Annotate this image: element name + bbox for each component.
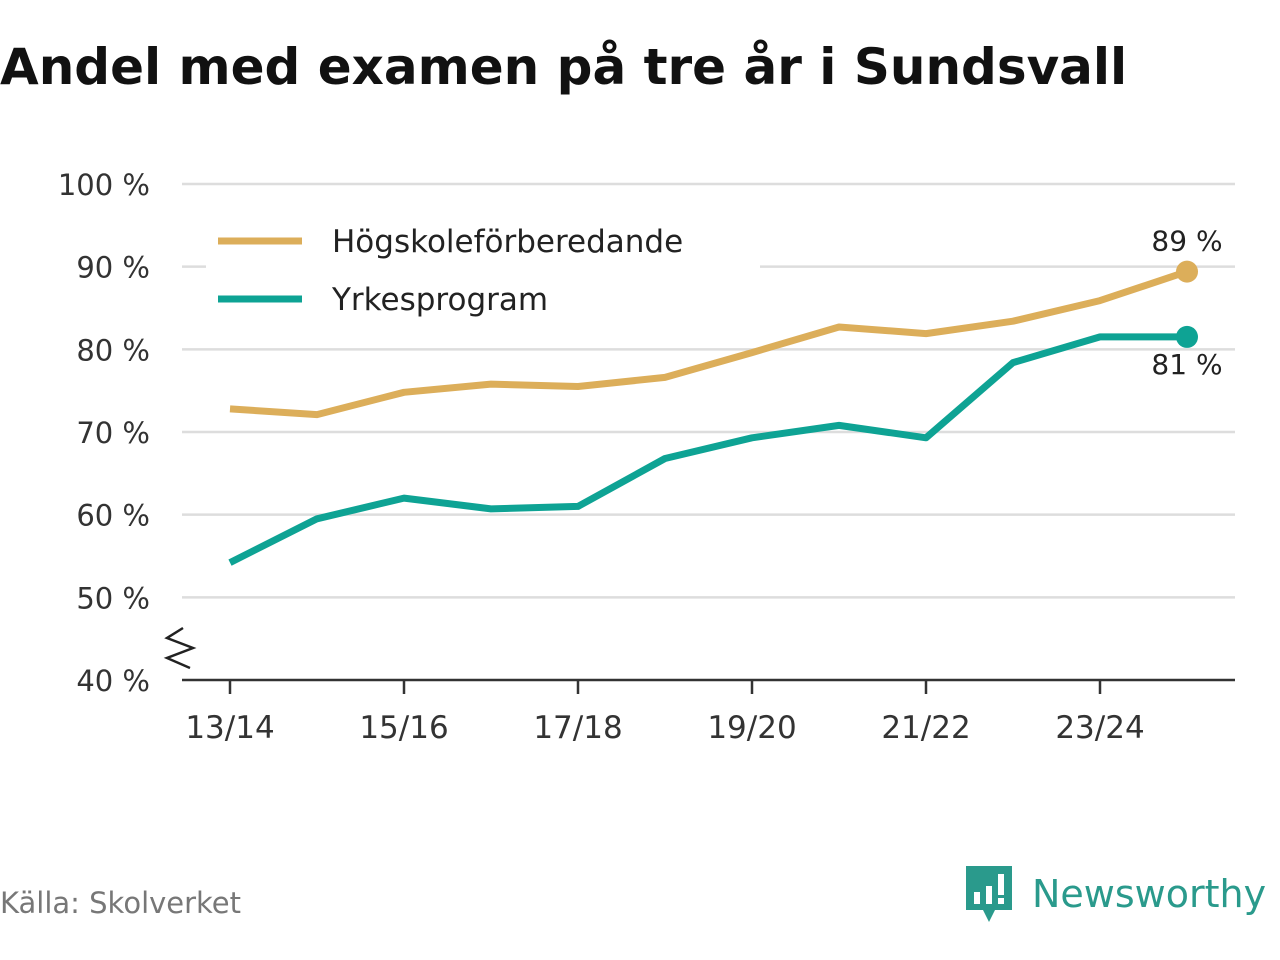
source-note: Källa: Skolverket [0, 886, 242, 920]
x-tick-label: 15/16 [359, 710, 448, 746]
end-value-label: 81 % [1151, 348, 1222, 381]
gridlines [182, 182, 1235, 599]
brand-name: Newsworthy [1032, 872, 1267, 916]
y-tick-label: 60 % [76, 499, 150, 533]
x-tick-label: 23/24 [1055, 710, 1144, 746]
series-line [228, 333, 1187, 566]
y-axis: 40 % 50 % 60 % 70 % 80 % 90 % 100 % [58, 168, 197, 698]
x-tick-label: 13/14 [185, 710, 274, 746]
legend-background [206, 205, 760, 325]
axis-break-icon [163, 626, 197, 670]
y-tick-label: 100 % [58, 168, 150, 202]
legend: Högskoleförberedande Yrkesprogram [206, 205, 760, 325]
series-lines [228, 260, 1198, 566]
end-labels: 89 % 81 % [1151, 225, 1222, 381]
x-tick-label: 21/22 [881, 710, 970, 746]
newsworthy-brand: Newsworthy [962, 862, 1266, 926]
y-tick-label: 80 % [76, 333, 150, 367]
y-tick-label: 90 % [76, 251, 150, 285]
x-tick-label: 17/18 [533, 710, 622, 746]
x-axis: 13/14 15/16 17/18 19/20 21/22 23/24 [182, 678, 1235, 746]
series-end-dot [1176, 325, 1198, 348]
legend-label: Högskoleförberedande [332, 224, 683, 260]
y-tick-label: 70 % [76, 416, 150, 450]
end-value-label: 89 % [1151, 225, 1222, 258]
newsworthy-bar-chart-icon [966, 866, 1012, 922]
series-end-dot [1176, 260, 1198, 283]
series-line [229, 268, 1189, 419]
x-tick-label: 19/20 [707, 710, 796, 746]
y-tick-label: 40 % [76, 664, 150, 698]
legend-label: Yrkesprogram [331, 282, 548, 318]
y-tick-label: 50 % [76, 581, 150, 615]
chart-title: Andel med examen på tre år i Sundsvall [0, 38, 1128, 96]
